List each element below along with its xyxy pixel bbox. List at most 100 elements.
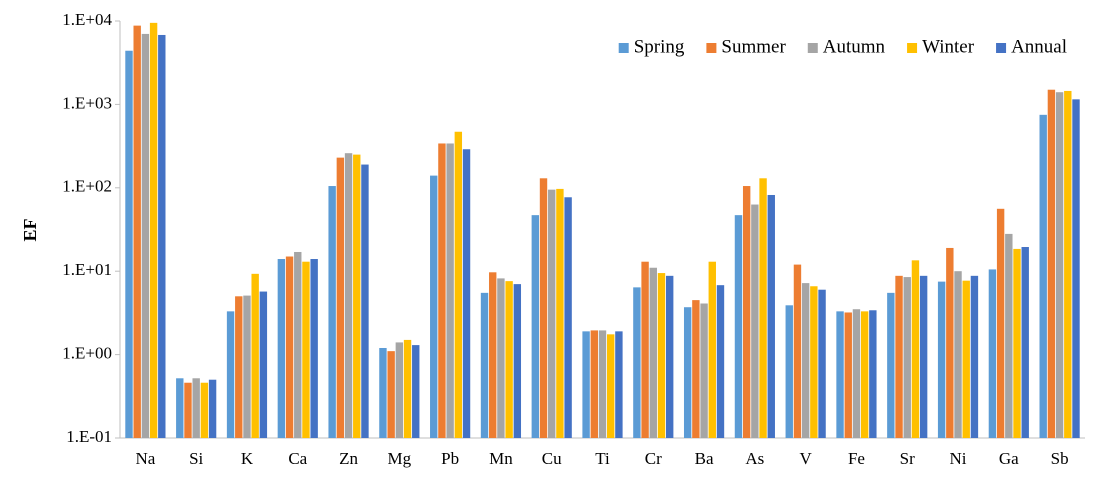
bar [793,264,802,438]
bar [251,273,259,438]
bar [810,286,818,438]
bar [158,34,166,439]
x-tick-label: As [745,449,764,468]
bar [379,347,387,438]
y-tick-label: 1.E-01 [66,427,112,446]
bar [759,178,767,438]
bar [438,143,446,438]
bar [996,208,1005,438]
bar [430,175,438,438]
bar [1013,248,1021,438]
bar [937,281,946,438]
bar [1064,90,1072,439]
bar [954,271,962,438]
bar [1039,114,1047,439]
bar [911,260,920,438]
bar [582,331,590,438]
bar [946,247,954,438]
bar [125,50,133,438]
x-tick-label: Si [189,449,203,468]
legend-label: Winter [922,36,975,57]
bar [692,300,700,438]
bar [785,305,793,438]
x-tick-label: Ni [950,449,967,468]
bar [328,186,336,438]
x-tick-label: Ca [288,449,307,468]
legend-label: Annual [1011,36,1067,57]
x-tick-label: Ti [595,449,610,468]
bar [607,334,615,438]
y-axis-label: EF [20,218,40,241]
bar [708,261,716,438]
bar [548,189,556,438]
bar [633,287,641,438]
bar [657,273,666,438]
bar [294,251,302,438]
legend-swatch [807,43,818,53]
legend-swatch [618,43,629,53]
bar [395,342,404,438]
bar [403,339,412,438]
bar [988,269,997,438]
bar [531,215,540,438]
bar [895,275,903,438]
x-tick-label: Mn [489,449,513,468]
bar [641,261,649,438]
bar [700,303,708,438]
bar [208,379,217,438]
x-tick-label: Mg [388,449,412,468]
legend-swatch [907,43,918,53]
bar [734,215,743,438]
y-tick-label: 1.E+02 [62,177,112,196]
bar [751,204,759,438]
bar [919,275,928,438]
y-tick-label: 1.E+01 [62,260,112,279]
legend-label: Spring [634,36,685,57]
bar [513,284,522,438]
bar [836,311,844,438]
x-tick-label: Ba [695,449,714,468]
bar [649,267,657,438]
bar [277,259,286,438]
bar [887,292,895,438]
bar [302,261,310,438]
bar [860,311,869,438]
bar [962,280,970,438]
bar [243,295,251,438]
bar [665,275,674,438]
x-tick-label: Ga [999,449,1019,468]
bar [226,311,235,438]
bar [133,25,141,438]
x-tick-label: K [241,449,254,468]
bar [1021,247,1029,438]
bar [1055,92,1064,438]
bar [200,382,209,438]
bar [767,194,775,438]
x-tick-label: Pb [441,449,459,468]
y-tick-label: 1.E+03 [62,93,112,112]
x-tick-label: Fe [848,449,865,468]
bar [742,186,751,438]
bar [598,330,607,438]
bar [412,345,420,438]
bar [454,131,463,438]
bar [285,256,294,438]
bar [1047,89,1056,438]
bar [480,292,489,438]
bar [683,307,692,438]
y-tick-label: 1.E+00 [62,344,112,363]
bar [615,331,623,438]
bar [564,197,572,438]
bar [310,259,318,438]
x-tick-label: Zn [339,449,358,468]
x-tick-label: Sb [1051,449,1069,468]
bar [462,149,471,438]
bar [716,285,725,438]
bar [353,154,361,438]
legend-label: Autumn [823,36,886,57]
bar [259,291,268,438]
bar [852,309,861,438]
bar [149,22,158,439]
bar [1072,99,1080,438]
